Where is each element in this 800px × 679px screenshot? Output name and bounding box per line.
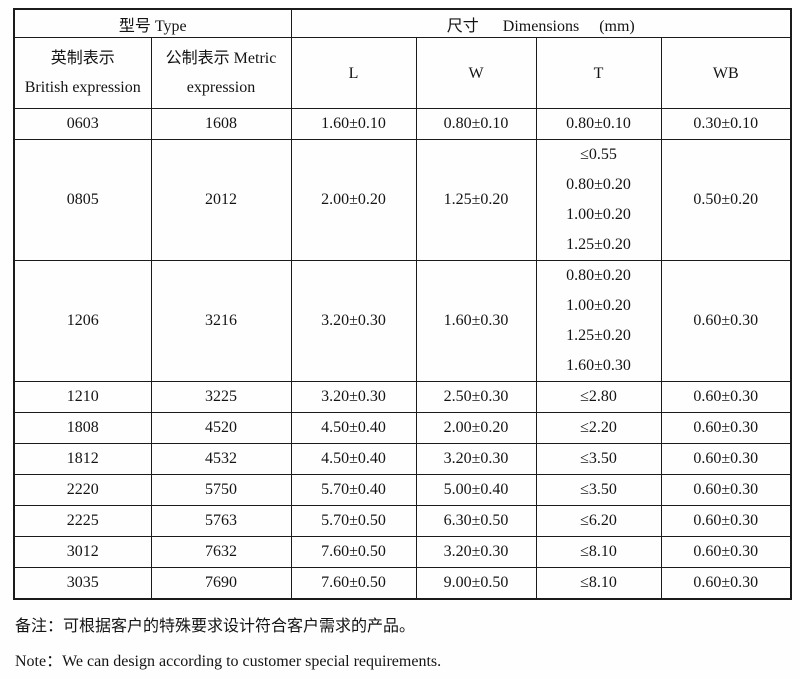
cell-british-code: 1812 — [13, 443, 152, 475]
header-british-expression: 英制表示 British expression — [13, 37, 152, 109]
cell-british-code: 1210 — [13, 381, 152, 413]
cell-british-code: 0603 — [13, 108, 152, 140]
cell-length: 3.20±0.30 — [290, 260, 417, 382]
cell-width: 3.20±0.30 — [415, 443, 537, 475]
table-row: 3035 7690 7.60±0.50 9.00±0.50 ≤8.10 0.60… — [13, 567, 792, 599]
table-row: 2225 5763 5.70±0.50 6.30±0.50 ≤6.20 0.60… — [13, 505, 792, 537]
cell-width: 3.20±0.30 — [415, 536, 537, 568]
cell-british-code: 3035 — [13, 567, 152, 599]
cell-width: 2.50±0.30 — [415, 381, 537, 413]
table-row: 1206 3216 3.20±0.30 1.60±0.30 0.80±0.20 … — [13, 260, 792, 382]
cell-thickness: ≤3.50 — [535, 474, 662, 506]
table-row: 1210 3225 3.20±0.30 2.50±0.30 ≤2.80 0.60… — [13, 381, 792, 413]
cell-metric-code: 2012 — [150, 139, 292, 261]
cell-width: 2.00±0.20 — [415, 412, 537, 444]
note-chinese: 备注：可根据客户的特殊要求设计符合客户需求的产品。 — [15, 617, 416, 635]
cell-british-code: 2225 — [13, 505, 152, 537]
cell-length: 2.00±0.20 — [290, 139, 417, 261]
cell-band-width: 0.60±0.30 — [660, 536, 792, 568]
cell-thickness: ≤2.20 — [535, 412, 662, 444]
cell-width: 0.80±0.10 — [415, 108, 537, 140]
header-band-width: WB — [660, 37, 792, 109]
cell-british-code: 1206 — [13, 260, 152, 382]
cell-length: 3.20±0.30 — [290, 381, 417, 413]
cell-metric-code: 5763 — [150, 505, 292, 537]
table-row: 0603 1608 1.60±0.10 0.80±0.10 0.80±0.10 … — [13, 108, 792, 140]
cell-british-code: 1808 — [13, 412, 152, 444]
header-columns-row: 英制表示 British expression 公制表示 Metric expr… — [13, 37, 792, 109]
notes-section: 备注：可根据客户的特殊要求设计符合客户需求的产品。 Note：We can de… — [15, 616, 790, 673]
cell-thickness: ≤6.20 — [535, 505, 662, 537]
header-thickness: T — [535, 37, 662, 109]
header-dimensions-group: 尺寸 Dimensions (mm) — [290, 8, 792, 38]
cell-metric-code: 4532 — [150, 443, 292, 475]
cell-thickness: ≤8.10 — [535, 536, 662, 568]
cell-thickness: 0.80±0.10 — [535, 108, 662, 140]
cell-band-width: 0.60±0.30 — [660, 412, 792, 444]
table-row: 1812 4532 4.50±0.40 3.20±0.30 ≤3.50 0.60… — [13, 443, 792, 475]
cell-metric-code: 3225 — [150, 381, 292, 413]
cell-thickness: ≤0.55 0.80±0.20 1.00±0.20 1.25±0.20 — [535, 139, 662, 261]
cell-metric-code: 4520 — [150, 412, 292, 444]
cell-width: 1.60±0.30 — [415, 260, 537, 382]
cell-band-width: 0.60±0.30 — [660, 443, 792, 475]
cell-band-width: 0.60±0.30 — [660, 260, 792, 382]
cell-length: 4.50±0.40 — [290, 443, 417, 475]
header-type-group: 型号 Type — [13, 8, 292, 38]
cell-thickness: ≤8.10 — [535, 567, 662, 599]
cell-metric-code: 7690 — [150, 567, 292, 599]
cell-band-width: 0.60±0.30 — [660, 381, 792, 413]
table-row: 2220 5750 5.70±0.40 5.00±0.40 ≤3.50 0.60… — [13, 474, 792, 506]
cell-british-code: 3012 — [13, 536, 152, 568]
cell-width: 9.00±0.50 — [415, 567, 537, 599]
cell-british-code: 0805 — [13, 139, 152, 261]
table-row: 3012 7632 7.60±0.50 3.20±0.30 ≤8.10 0.60… — [13, 536, 792, 568]
cell-width: 1.25±0.20 — [415, 139, 537, 261]
cell-length: 5.70±0.40 — [290, 474, 417, 506]
cell-length: 7.60±0.50 — [290, 567, 417, 599]
cell-length: 7.60±0.50 — [290, 536, 417, 568]
header-group-row: 型号 Type 尺寸 Dimensions (mm) — [13, 8, 792, 38]
header-metric-expression: 公制表示 Metric expression — [150, 37, 292, 109]
header-width: W — [415, 37, 537, 109]
cell-length: 1.60±0.10 — [290, 108, 417, 140]
cell-width: 6.30±0.50 — [415, 505, 537, 537]
cell-british-code: 2220 — [13, 474, 152, 506]
cell-band-width: 0.60±0.30 — [660, 474, 792, 506]
cell-width: 5.00±0.40 — [415, 474, 537, 506]
cell-metric-code: 3216 — [150, 260, 292, 382]
table-body: 0603 1608 1.60±0.10 0.80±0.10 0.80±0.10 … — [13, 108, 792, 599]
cell-thickness: 0.80±0.20 1.00±0.20 1.25±0.20 1.60±0.30 — [535, 260, 662, 382]
cell-band-width: 0.30±0.10 — [660, 108, 792, 140]
cell-band-width: 0.60±0.30 — [660, 567, 792, 599]
cell-metric-code: 7632 — [150, 536, 292, 568]
dimensions-table: 型号 Type 尺寸 Dimensions (mm) 英制表示 British … — [13, 8, 793, 600]
cell-band-width: 0.50±0.20 — [660, 139, 792, 261]
cell-band-width: 0.60±0.30 — [660, 505, 792, 537]
table-row: 1808 4520 4.50±0.40 2.00±0.20 ≤2.20 0.60… — [13, 412, 792, 444]
cell-metric-code: 5750 — [150, 474, 292, 506]
table-row: 0805 2012 2.00±0.20 1.25±0.20 ≤0.55 0.80… — [13, 139, 792, 261]
header-length: L — [290, 37, 417, 109]
cell-length: 4.50±0.40 — [290, 412, 417, 444]
cell-thickness: ≤3.50 — [535, 443, 662, 475]
cell-metric-code: 1608 — [150, 108, 292, 140]
cell-thickness: ≤2.80 — [535, 381, 662, 413]
cell-length: 5.70±0.50 — [290, 505, 417, 537]
note-english: Note：We can design according to customer… — [15, 652, 442, 670]
